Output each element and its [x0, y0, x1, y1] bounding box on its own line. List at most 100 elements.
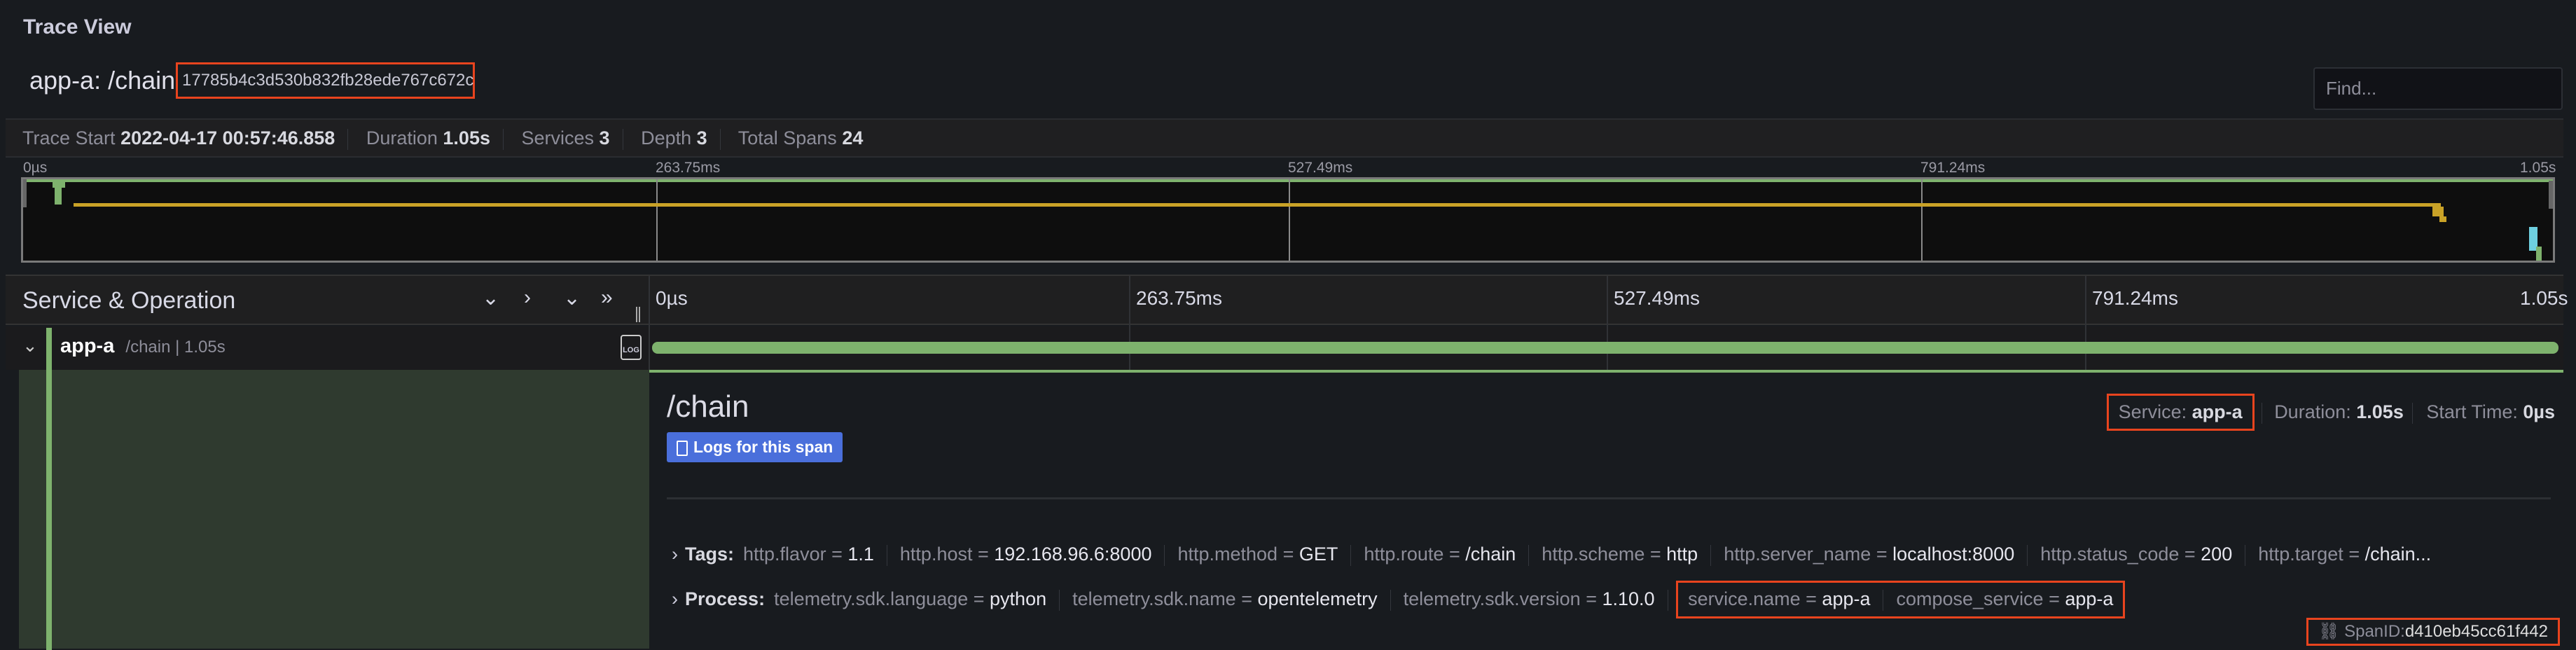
stat-value: 2022-04-17 00:57:46.858: [120, 127, 335, 148]
process-row[interactable]: › Process: telemetry.sdk.language = python…: [672, 581, 2126, 618]
tag-value: python: [990, 588, 1047, 609]
chevron-down-icon[interactable]: ⌄: [22, 335, 38, 356]
tag-value: app-a: [1822, 588, 1871, 609]
panel-title: Trace View: [23, 15, 132, 39]
tag-value: /chain: [1465, 544, 1516, 565]
collapse-all-button[interactable]: ⌄: [563, 286, 581, 310]
span-name[interactable]: app-a /chain | 1.05s: [60, 335, 226, 358]
divider: [1129, 276, 1130, 326]
minimap-divider: [656, 179, 658, 261]
minimap-span: [2439, 216, 2446, 222]
equals-sign: =: [968, 588, 990, 609]
minimap-span: [55, 188, 62, 205]
span-detail: /chain Logs for this span Service: app-a…: [649, 370, 2563, 649]
tag-key: http.host: [899, 544, 973, 565]
tag-key: http.target: [2258, 544, 2343, 565]
stat-value: 3: [696, 127, 707, 148]
double-chevron-right-icon: »: [601, 286, 613, 309]
equals-sign: =: [2179, 544, 2201, 565]
start-time-value: 0µs: [2523, 401, 2555, 422]
trace-id: 17785b4c3d530b832fb28ede767c672c: [176, 62, 475, 99]
expand-all-button[interactable]: »: [601, 286, 613, 310]
logs-button-label: Logs for this span: [693, 438, 833, 456]
equals-sign: =: [826, 544, 848, 565]
timeline-tick: 263.75ms: [1136, 287, 1222, 309]
tag-key: telemetry.sdk.name: [1072, 588, 1236, 609]
equals-sign: =: [972, 544, 995, 565]
divider: [667, 497, 2551, 499]
timeline-header: Service & Operation ⌄ › ⌄ » 0µs 263.75ms…: [6, 275, 2568, 326]
span-id-label: SpanID:: [2344, 622, 2405, 641]
minimap-tick: 1.05s: [2520, 160, 2556, 176]
equals-sign: =: [1800, 588, 1822, 609]
minimap-span: [2432, 207, 2444, 216]
trace-stats-bar: Trace Start 2022-04-17 00:57:46.858 Dura…: [6, 118, 2563, 158]
minimap-divider: [1921, 179, 1923, 261]
span-operation: /chain | 1.05s: [125, 338, 226, 357]
tag-key: http.server_name: [1724, 544, 1871, 565]
tag-key: http.route: [1364, 544, 1444, 565]
stat-label: Duration: [366, 127, 438, 148]
stat-value: 1.05s: [443, 127, 490, 148]
duration-value: 1.05s: [2356, 401, 2404, 422]
equals-sign: =: [1443, 544, 1466, 565]
divider: [738, 545, 739, 566]
minimap-handle: [23, 179, 27, 207]
minimap-tick: 791.24ms: [1920, 160, 1986, 176]
chevron-right-icon: ›: [672, 588, 678, 609]
tag-key: telemetry.sdk.language: [774, 588, 969, 609]
minimap-tick: 263.75ms: [656, 160, 721, 176]
stat-value: 3: [599, 127, 610, 148]
minimap-tick: 527.49ms: [1288, 160, 1353, 176]
column-resizer[interactable]: [636, 307, 640, 322]
log-icon[interactable]: LOG: [621, 335, 642, 360]
equals-sign: =: [1871, 544, 1893, 565]
tag-value: localhost:8000: [1892, 544, 2015, 565]
tags-label: Tags:: [685, 544, 735, 565]
chevron-down-icon: ⌄: [482, 286, 500, 310]
divider: [1164, 544, 1165, 566]
find-input[interactable]: [2313, 67, 2563, 110]
minimap-span: [53, 182, 65, 188]
span-id[interactable]: ⛓ SpanID:d410eb45cc61f442: [2306, 618, 2560, 646]
span-row[interactable]: ⌄ app-a /chain | 1.05s LOG: [6, 326, 2563, 377]
link-icon: ⛓: [2318, 622, 2340, 641]
trace-title: app-a: /chain: [29, 66, 176, 95]
tag-key: service.name: [1688, 588, 1801, 609]
divider: [1710, 544, 1712, 566]
minimap-span: [2529, 227, 2537, 251]
collapse-one-button[interactable]: ⌄: [482, 286, 499, 310]
stat-label: Depth: [641, 127, 692, 148]
span-id-value: d410eb45cc61f442: [2404, 622, 2548, 641]
tag-value: app-a: [2065, 588, 2114, 609]
divider: [1528, 544, 1530, 566]
timeline-tick: 791.24ms: [2092, 287, 2178, 309]
start-time-label: Start Time:: [2426, 401, 2518, 422]
expand-one-button[interactable]: ›: [524, 286, 531, 310]
tag-value: http: [1666, 544, 1698, 565]
timeline-tick: 1.05s: [2520, 287, 2568, 309]
tags-row[interactable]: › Tags: http.flavor = 1.1 http.host = 192.1…: [672, 544, 2431, 566]
stat-label: Services: [521, 127, 595, 148]
trace-minimap[interactable]: [21, 177, 2555, 263]
minimap-span: [2536, 247, 2542, 261]
divider: [2027, 544, 2028, 566]
tag-value: 200: [2201, 544, 2233, 565]
service-operation-title: Service & Operation: [22, 287, 236, 314]
service-label: Service:: [2118, 401, 2187, 422]
timeline-tick: 0µs: [656, 287, 688, 309]
timeline-tick: 527.49ms: [1614, 287, 1700, 309]
stat-value: 24: [842, 127, 864, 148]
chevron-right-icon: ›: [672, 544, 678, 565]
minimap-span: [74, 203, 2441, 207]
tag-key: telemetry.sdk.version: [1403, 588, 1581, 609]
tag-value: 192.168.96.6:8000: [994, 544, 1152, 565]
logs-for-span-button[interactable]: Logs for this span: [667, 432, 843, 462]
minimap-span: [23, 179, 2553, 182]
process-highlight-box: service.name = app-a compose_service = ap…: [1676, 581, 2126, 618]
divider: [1390, 589, 1391, 611]
tag-value: 1.10.0: [1602, 588, 1655, 609]
span-detail-indent: [19, 328, 649, 650]
tag-value: /chain...: [2364, 544, 2432, 565]
span-bar[interactable]: [652, 342, 2558, 354]
